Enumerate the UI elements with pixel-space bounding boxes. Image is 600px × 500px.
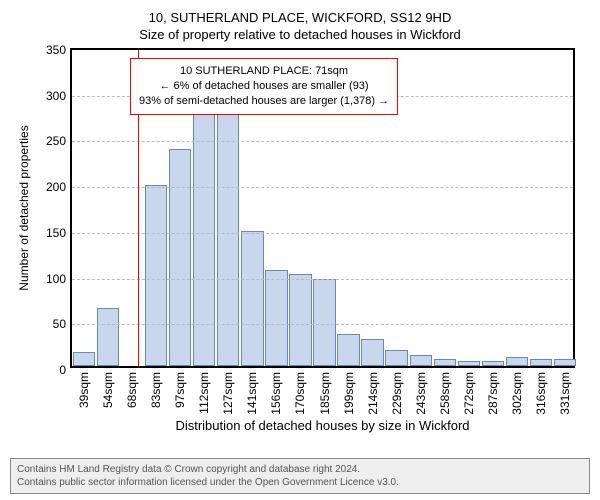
histogram-bar — [241, 231, 263, 366]
histogram-bar — [217, 114, 239, 366]
histogram-bar — [434, 359, 456, 366]
x-tick-label: 272sqm — [462, 372, 476, 415]
chart-title-main: 10, SUTHERLAND PLACE, WICKFORD, SS12 9HD — [10, 10, 590, 25]
x-tick-label: 185sqm — [318, 372, 332, 415]
x-tick-label: 214sqm — [366, 372, 380, 415]
x-tick-label: 243sqm — [414, 372, 428, 415]
histogram-bar — [458, 361, 480, 366]
footer-line-2: Contains public sector information licen… — [17, 476, 583, 489]
x-tick-label: 170sqm — [293, 372, 307, 415]
chart-container: 10, SUTHERLAND PLACE, WICKFORD, SS12 9HD… — [10, 10, 590, 450]
y-tick-label: 300 — [46, 89, 66, 103]
histogram-bar — [385, 350, 407, 366]
y-tick-label: 150 — [46, 226, 66, 240]
histogram-bar — [554, 359, 576, 366]
x-tick-label: 287sqm — [486, 372, 500, 415]
grid-line — [72, 187, 573, 188]
histogram-bar — [482, 361, 504, 366]
y-axis-label: Number of detached properties — [17, 125, 31, 290]
histogram-bar — [410, 355, 432, 366]
histogram-bar — [97, 308, 119, 367]
x-tick-label: 68sqm — [125, 372, 139, 408]
y-tick-label: 250 — [46, 134, 66, 148]
grid-line — [72, 279, 573, 280]
x-tick-label: 229sqm — [390, 372, 404, 415]
y-tick-label: 0 — [59, 363, 66, 377]
x-tick-label: 331sqm — [558, 372, 572, 415]
y-tick-label: 350 — [46, 43, 66, 57]
histogram-bar — [313, 279, 335, 366]
x-tick-label: 127sqm — [221, 372, 235, 415]
x-tick-label: 83sqm — [149, 372, 163, 408]
x-tick-label: 141sqm — [245, 372, 259, 415]
x-tick-label: 258sqm — [438, 372, 452, 415]
plot-area: Number of detached properties 10 SUTHERL… — [70, 48, 575, 368]
x-axis-label: Distribution of detached houses by size … — [70, 418, 575, 433]
histogram-bar — [506, 357, 528, 366]
histogram-bar — [530, 359, 552, 366]
histogram-bar — [289, 274, 311, 366]
histogram-bar — [265, 270, 287, 366]
x-tick-label: 302sqm — [510, 372, 524, 415]
info-line-2: ← 6% of detached houses are smaller (93) — [139, 79, 389, 94]
histogram-bar — [145, 185, 167, 366]
histogram-bar — [73, 352, 95, 366]
grid-line — [72, 141, 573, 142]
info-box: 10 SUTHERLAND PLACE: 71sqm ← 6% of detac… — [130, 58, 398, 115]
histogram-bar — [337, 334, 359, 366]
y-tick-label: 200 — [46, 180, 66, 194]
x-tick-label: 199sqm — [342, 372, 356, 415]
chart-title-sub: Size of property relative to detached ho… — [10, 27, 590, 42]
histogram-bar — [361, 339, 383, 366]
histogram-bar — [169, 149, 191, 366]
info-line-3: 93% of semi-detached houses are larger (… — [139, 94, 389, 109]
x-tick-label: 156sqm — [269, 372, 283, 415]
grid-line — [72, 233, 573, 234]
info-line-1: 10 SUTHERLAND PLACE: 71sqm — [139, 64, 389, 79]
y-tick-label: 50 — [53, 317, 66, 331]
footer-line-1: Contains HM Land Registry data © Crown c… — [17, 463, 583, 476]
y-tick-label: 100 — [46, 272, 66, 286]
x-tick-label: 316sqm — [534, 372, 548, 415]
x-tick-label: 39sqm — [77, 372, 91, 408]
x-tick-label: 97sqm — [173, 372, 187, 408]
grid-line — [72, 324, 573, 325]
x-tick-label: 54sqm — [101, 372, 115, 408]
footer-box: Contains HM Land Registry data © Crown c… — [10, 458, 590, 494]
x-tick-label: 112sqm — [197, 372, 211, 414]
